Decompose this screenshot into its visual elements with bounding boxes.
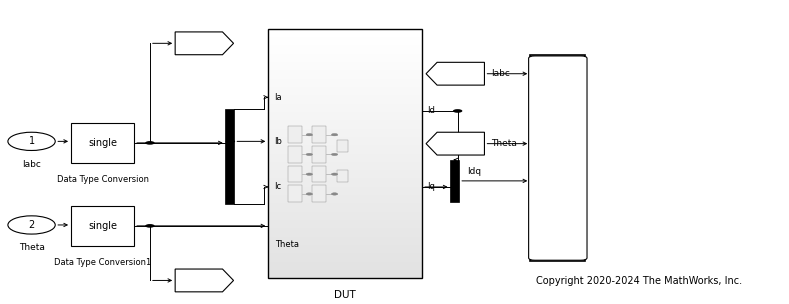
Bar bbox=[288, 146, 302, 163]
Bar bbox=[268, 120, 422, 129]
Bar bbox=[268, 71, 422, 79]
Bar bbox=[268, 170, 422, 178]
Text: Data Type Conversion1: Data Type Conversion1 bbox=[54, 258, 151, 267]
Bar bbox=[312, 126, 326, 143]
Circle shape bbox=[331, 153, 338, 156]
Bar bbox=[337, 170, 348, 182]
Bar bbox=[71, 206, 134, 246]
Bar bbox=[268, 112, 422, 120]
Bar bbox=[268, 145, 422, 154]
Text: Id: Id bbox=[427, 106, 435, 116]
Polygon shape bbox=[175, 32, 234, 55]
Polygon shape bbox=[426, 62, 484, 85]
Bar bbox=[268, 203, 422, 212]
Text: Theta: Theta bbox=[491, 139, 517, 148]
Circle shape bbox=[331, 193, 338, 195]
Bar bbox=[225, 109, 234, 204]
Bar bbox=[268, 62, 422, 71]
Circle shape bbox=[145, 141, 155, 145]
Bar bbox=[450, 160, 459, 202]
Bar bbox=[268, 270, 422, 278]
Circle shape bbox=[306, 173, 312, 175]
Bar bbox=[268, 245, 422, 253]
Circle shape bbox=[145, 224, 155, 228]
Text: Iq: Iq bbox=[427, 182, 435, 192]
Circle shape bbox=[226, 140, 235, 143]
Text: [Iabc]: [Iabc] bbox=[189, 39, 213, 48]
Bar bbox=[268, 46, 422, 54]
Circle shape bbox=[306, 133, 312, 136]
Text: Ia: Ia bbox=[275, 93, 282, 102]
Text: Theta: Theta bbox=[19, 243, 44, 252]
Bar bbox=[268, 79, 422, 87]
Text: single: single bbox=[88, 138, 117, 148]
FancyBboxPatch shape bbox=[529, 56, 587, 260]
Text: 2: 2 bbox=[28, 220, 35, 230]
Bar bbox=[268, 220, 422, 228]
Bar bbox=[268, 195, 422, 203]
Bar bbox=[268, 228, 422, 237]
Bar bbox=[337, 140, 348, 152]
Bar bbox=[268, 29, 422, 278]
Bar bbox=[288, 126, 302, 143]
Bar bbox=[312, 146, 326, 163]
Bar bbox=[268, 37, 422, 46]
Circle shape bbox=[306, 153, 312, 156]
Text: Iabc: Iabc bbox=[491, 69, 510, 78]
Bar bbox=[268, 253, 422, 261]
Bar bbox=[71, 123, 134, 163]
Text: Copyright 2020-2024 The MathWorks, Inc.: Copyright 2020-2024 The MathWorks, Inc. bbox=[536, 276, 742, 286]
Text: [Theta]: [Theta] bbox=[446, 139, 476, 148]
Bar bbox=[268, 104, 422, 112]
Text: 1: 1 bbox=[28, 136, 35, 146]
Bar bbox=[268, 54, 422, 62]
Bar bbox=[268, 129, 422, 137]
Bar bbox=[268, 212, 422, 220]
Text: [Theta]: [Theta] bbox=[185, 276, 216, 285]
Bar bbox=[268, 87, 422, 95]
Text: Ib: Ib bbox=[275, 137, 282, 146]
Bar bbox=[268, 29, 422, 37]
Text: [Iabc]: [Iabc] bbox=[449, 69, 473, 78]
Circle shape bbox=[331, 173, 338, 175]
Bar bbox=[268, 178, 422, 187]
Bar bbox=[530, 55, 585, 261]
Text: Iabc: Iabc bbox=[22, 160, 41, 169]
Polygon shape bbox=[426, 132, 484, 155]
Polygon shape bbox=[175, 269, 234, 292]
Text: Ic: Ic bbox=[275, 182, 282, 192]
Text: Data Type Conversion: Data Type Conversion bbox=[57, 175, 148, 184]
Bar bbox=[312, 185, 326, 202]
Bar bbox=[288, 185, 302, 202]
Bar bbox=[268, 137, 422, 145]
Bar bbox=[288, 166, 302, 182]
Bar bbox=[268, 261, 422, 270]
Text: single: single bbox=[88, 221, 117, 231]
Bar bbox=[268, 95, 422, 104]
Bar bbox=[268, 154, 422, 162]
Circle shape bbox=[306, 193, 312, 195]
Bar bbox=[312, 166, 326, 182]
Bar bbox=[268, 237, 422, 245]
Bar bbox=[268, 162, 422, 170]
Text: Theta: Theta bbox=[275, 240, 298, 249]
Text: Idq: Idq bbox=[467, 167, 481, 176]
Circle shape bbox=[331, 133, 338, 136]
Text: DUT: DUT bbox=[335, 290, 356, 300]
Circle shape bbox=[453, 109, 462, 113]
Bar bbox=[268, 187, 422, 195]
